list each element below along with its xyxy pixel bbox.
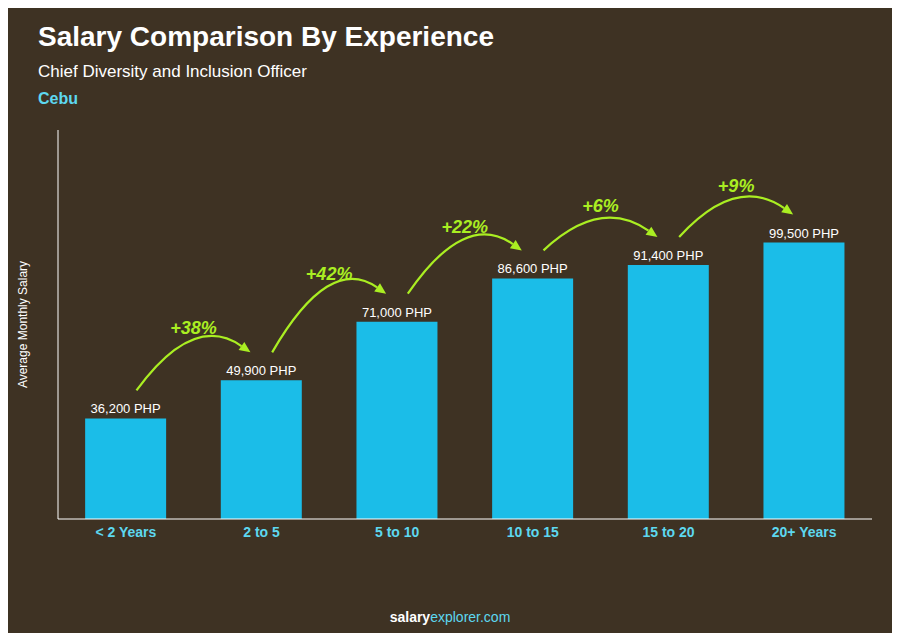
svg-text:36,200 PHP: 36,200 PHP	[91, 401, 161, 416]
svg-text:99,500 PHP: 99,500 PHP	[769, 226, 839, 241]
svg-text:Average Monthly Salary: Average Monthly Salary	[16, 261, 30, 388]
svg-text:+9%: +9%	[718, 176, 755, 196]
svg-text:+42%: +42%	[306, 264, 353, 284]
svg-text:49,900 PHP: 49,900 PHP	[226, 363, 296, 378]
svg-text:+38%: +38%	[170, 318, 217, 338]
html-text:salary explorer.com: salary explorer.com	[389, 609, 511, 625]
svg-text:10 to 15: 10 to 15	[507, 524, 559, 540]
html-text:Cebu: Cebu	[38, 90, 78, 107]
svg-text:5 to 10: 5 to 10	[375, 524, 420, 540]
svg-text:+6%: +6%	[582, 196, 619, 216]
svg-text:20+ Years: 20+ Years	[772, 524, 837, 540]
svg-text:15 to 20: 15 to 20	[642, 524, 694, 540]
svg-text:71,000 PHP: 71,000 PHP	[362, 305, 432, 320]
html-text:Salary Comparison By Experienc: Salary Comparison By Experience	[38, 21, 494, 52]
svg-text:91,400 PHP: 91,400 PHP	[633, 248, 703, 263]
svg-text:< 2 Years: < 2 Years	[95, 524, 156, 540]
svg-text:+22%: +22%	[442, 217, 489, 237]
svg-text:86,600 PHP: 86,600 PHP	[498, 261, 568, 276]
html-text:Chief Diversity and Inclusion: Chief Diversity and Inclusion Officer	[38, 62, 307, 81]
svg-text:2 to 5: 2 to 5	[243, 524, 280, 540]
